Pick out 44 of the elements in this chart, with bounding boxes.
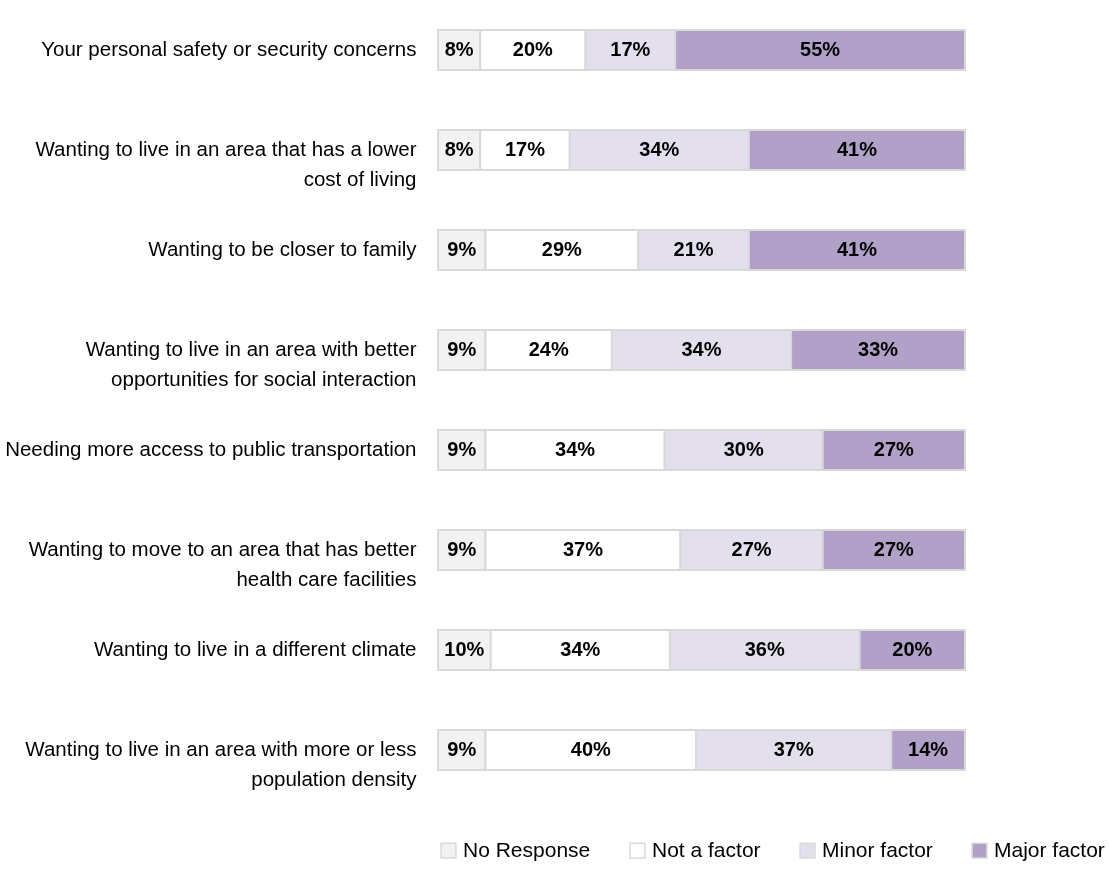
data-label: 14% bbox=[908, 738, 949, 760]
data-label: 9% bbox=[447, 538, 477, 560]
data-label: 29% bbox=[541, 238, 583, 260]
data-label: 36% bbox=[744, 638, 785, 660]
y-tick-label: Wanting to live in an area with more or less population density bbox=[25, 737, 418, 790]
data-label: 37% bbox=[773, 738, 814, 760]
data-label: 24% bbox=[528, 338, 569, 360]
data-label: 10% bbox=[444, 638, 485, 660]
y-tick-label: Wanting to be closer to family bbox=[148, 237, 418, 260]
data-label: 8% bbox=[444, 138, 474, 160]
data-label: 33% bbox=[858, 338, 899, 360]
data-label: 9% bbox=[447, 338, 477, 360]
data-label: 27% bbox=[873, 438, 915, 460]
data-label: 9% bbox=[447, 238, 477, 260]
data-label: 9% bbox=[447, 438, 477, 460]
data-label: 34% bbox=[555, 438, 596, 460]
data-label: 34% bbox=[560, 638, 601, 660]
data-label: 30% bbox=[723, 438, 764, 460]
data-label: 41% bbox=[836, 138, 878, 160]
y-tick-label: Wanting to live in an area that has a lower cost of living bbox=[35, 137, 417, 190]
data-label: 9% bbox=[447, 738, 477, 760]
data-label: 17% bbox=[504, 138, 546, 160]
data-label: 37% bbox=[562, 538, 604, 560]
y-tick-label: Wanting to live in a different climate bbox=[94, 637, 417, 660]
legend-label: No Response bbox=[463, 837, 591, 861]
legend-label: Not a factor bbox=[652, 837, 761, 861]
data-label: 21% bbox=[673, 238, 714, 260]
y-tick-label: Wanting to move to an area that has better health care facilities bbox=[28, 537, 417, 590]
data-label: 34% bbox=[681, 338, 722, 360]
data-label: 27% bbox=[873, 538, 915, 560]
data-label: 20% bbox=[892, 638, 933, 660]
legend-label: Major factor bbox=[994, 837, 1105, 861]
data-label: 34% bbox=[639, 138, 680, 160]
data-label: 8% bbox=[444, 38, 474, 60]
data-label: 27% bbox=[731, 538, 772, 560]
data-label: 40% bbox=[570, 738, 612, 760]
y-tick-label: Needing more access to public transportation bbox=[5, 437, 417, 460]
data-label: 55% bbox=[800, 38, 841, 60]
y-tick-label: Wanting to live in an area with better opportunities for social interaction bbox=[85, 337, 417, 390]
data-label: 20% bbox=[512, 38, 554, 60]
y-tick-label: Your personal safety or security concerns bbox=[41, 37, 417, 60]
data-label: 17% bbox=[610, 38, 651, 60]
data-label: 41% bbox=[836, 238, 878, 260]
legend-label: Minor factor bbox=[822, 837, 933, 861]
